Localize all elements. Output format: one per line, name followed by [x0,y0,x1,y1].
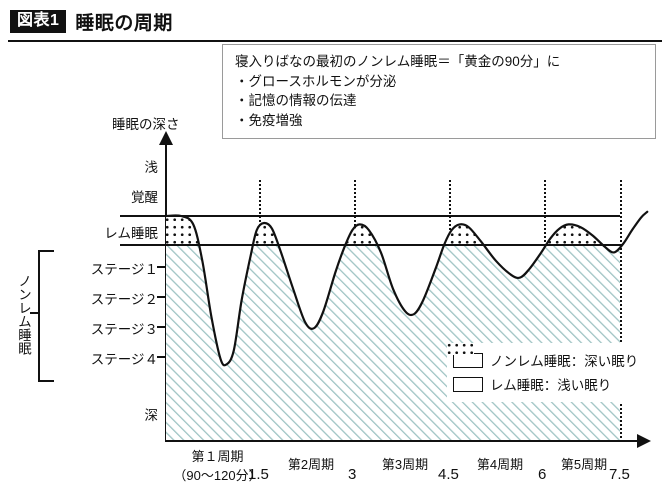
y-label-deep: 深 [144,408,159,423]
x-label-cycle-4: 第4周期 [476,457,524,472]
nonrem-bracket-nub [30,312,40,314]
x-tick-label-7.5: 7.5 [609,466,630,483]
legend-item-rem: レム睡眠：浅い眠り [447,343,656,394]
nonrem-bracket [38,250,54,382]
x-label-cycle-1: 第１周期 （90〜120分） [173,449,262,483]
callout-box: 寝入りばなの最初のノンレム睡眠＝「黄金の90分」に ・グロースホルモンが分泌 ・… [222,44,656,140]
x-tick-label-1.5: 1.5 [248,466,269,483]
x-tick-label-6: 6 [538,466,547,483]
y-label-awake: 覚醒 [131,190,158,205]
title-divider [8,40,662,42]
y-axis-arrow-icon [159,131,173,145]
callout-line-1: 寝入りばなの最初のノンレム睡眠＝「黄金の90分」に [235,54,561,69]
x-axis-line [165,440,640,442]
x-tick-label-3: 3 [348,466,357,483]
x-axis-arrow-icon [637,434,651,448]
gridline-7.5 [620,180,622,442]
figure-badge: 図表1 [10,9,67,34]
x-tick-label-4.5: 4.5 [438,466,459,483]
page-title: 図表1 睡眠の周期 [10,8,173,35]
figure-title: 睡眠の周期 [75,13,173,34]
nonrem-bracket-label: ノンレム睡眠 [16,273,31,355]
legend-label-rem: レム睡眠：浅い眠り [490,378,612,393]
y-label-stage-1: ステージ１ [90,262,158,277]
y-label-rem: レム睡眠 [104,226,158,241]
y-axis-title: 睡眠の深さ [112,117,180,132]
callout-line-3: ・記憶の情報の伝達 [235,93,357,109]
callout-line-4: ・免疫増強 [235,112,303,128]
sleep-depth-curve [164,210,649,367]
legend-swatch-dots-icon [447,343,483,392]
y-label-shallow: 浅 [144,160,159,175]
y-label-stage-2: ステージ２ [90,292,158,307]
rem-reference-line [120,244,620,246]
legend-label-nonrem: ノンレム睡眠：深い眠り [490,354,639,369]
x-label-cycle-5: 第5周期 [560,457,608,472]
chart-legend: ノンレム睡眠：深い眠り レム睡眠：浅い眠り [447,343,662,402]
y-label-stage-3: ステージ３ [90,322,158,337]
legend-item-nonrem: ノンレム睡眠：深い眠り [447,343,656,370]
x-label-cycle-3: 第3周期 [381,457,429,472]
awake-reference-line [120,215,620,217]
x-label-cycle-2: 第2周期 [287,457,335,472]
callout-line-2: ・グロースホルモンが分泌 [235,73,397,89]
y-label-stage-4: ステージ４ [90,352,158,367]
